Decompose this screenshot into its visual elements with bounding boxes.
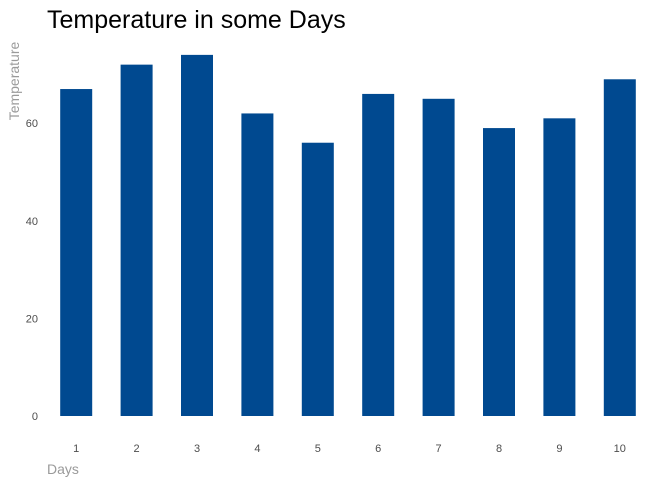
x-tick-label: 9	[556, 443, 562, 455]
x-tick-label: 8	[496, 443, 502, 455]
bar-day-2	[120, 64, 153, 416]
bar-day-8	[483, 128, 515, 416]
x-axis-title: Days	[47, 461, 79, 477]
bar-day-10	[603, 79, 636, 416]
x-tick-label: 10	[614, 443, 626, 455]
bar-day-9	[543, 118, 576, 416]
x-tick-label: 1	[73, 443, 79, 455]
x-axis-ticks: 1 2 3 4 5 6 7 8 9 10	[73, 443, 626, 455]
y-tick-label: 0	[32, 411, 38, 423]
y-tick-label: 20	[26, 313, 38, 325]
bar-day-1	[60, 89, 93, 416]
x-tick-label: 4	[254, 443, 260, 455]
bar-day-3	[181, 54, 213, 416]
chart-title: Temperature in some Days	[47, 6, 346, 34]
x-tick-label: 5	[315, 443, 321, 455]
y-tick-label: 60	[26, 118, 38, 130]
y-axis-title: Temperature	[6, 41, 22, 120]
y-tick-label: 40	[26, 216, 38, 228]
x-tick-label: 6	[375, 443, 381, 455]
x-tick-label: 3	[194, 443, 200, 455]
bars	[60, 54, 636, 417]
bar-day-5	[301, 142, 334, 416]
bar-day-4	[241, 113, 274, 416]
bar-day-6	[362, 93, 395, 417]
x-tick-label: 7	[436, 443, 442, 455]
x-tick-label: 2	[134, 443, 140, 455]
bar-day-7	[422, 98, 455, 417]
y-axis-ticks: 0 20 40 60	[26, 118, 38, 423]
